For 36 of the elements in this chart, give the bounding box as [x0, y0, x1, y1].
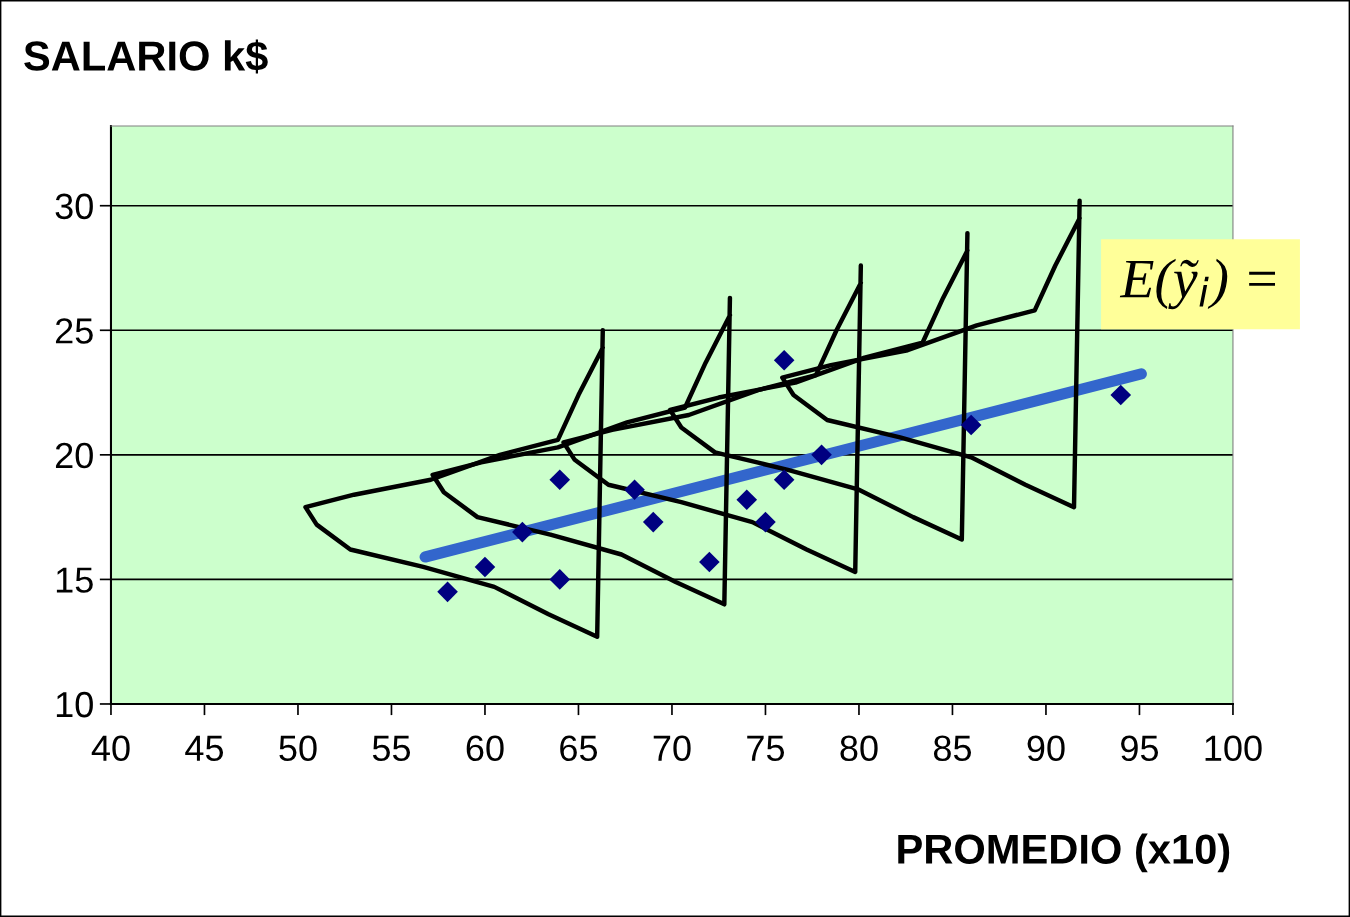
x-tick-label: 95	[1121, 735, 1159, 762]
point	[960, 414, 982, 436]
x-tick-label: 50	[279, 735, 317, 762]
x-tick-label: 80	[840, 735, 878, 762]
point	[773, 349, 795, 371]
y-tick-label: 25	[55, 318, 93, 344]
point	[642, 511, 664, 533]
x-tick-label: 60	[466, 735, 504, 762]
y-tick-label: 15	[56, 567, 93, 593]
point	[736, 489, 758, 510]
point	[755, 511, 776, 533]
point	[437, 581, 458, 603]
point	[811, 444, 832, 466]
y-axis-title: SALARIO k$	[24, 39, 268, 74]
y-tick-label: 20	[55, 442, 93, 469]
x-tick-label: 75	[747, 735, 785, 762]
point	[1110, 384, 1132, 406]
point	[512, 521, 533, 543]
point	[699, 551, 720, 573]
y-tick-label: 30	[55, 193, 93, 220]
point	[474, 556, 496, 578]
x-tick-label: 55	[372, 735, 411, 762]
y-tick-label: 10	[56, 691, 93, 718]
point	[549, 569, 571, 590]
x-tick-label: 65	[560, 735, 598, 762]
x-tick-label: 90	[1027, 735, 1065, 762]
point	[624, 479, 645, 501]
x-tick-label: 100	[1205, 735, 1262, 762]
point	[549, 469, 571, 491]
x-tick-label: 40	[91, 735, 130, 762]
point	[773, 469, 795, 491]
x-axis-title: PROMEDIO (x10)	[898, 833, 1230, 873]
x-tick-label: 70	[653, 735, 691, 762]
x-tick-label: 45	[185, 735, 224, 762]
annotation: E(ỹ$_{i}$) =	[1119, 258, 1276, 310]
x-tick-label: 85	[933, 735, 972, 762]
